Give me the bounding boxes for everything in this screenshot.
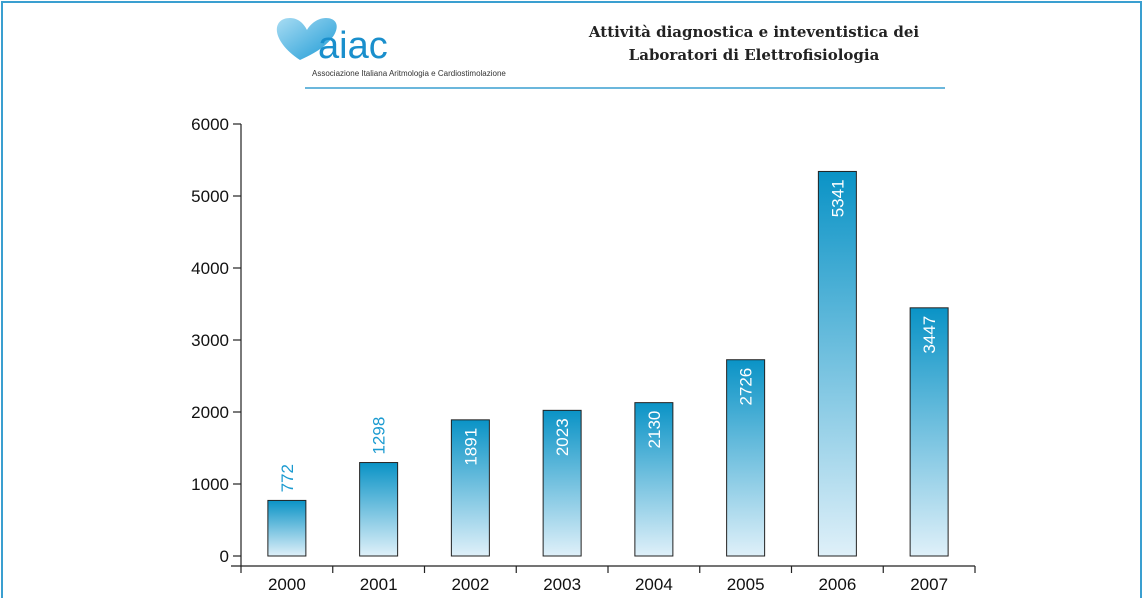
y-tick-label: 5000 [191, 187, 229, 206]
logo-heart [276, 18, 337, 60]
data-label: 1298 [370, 417, 389, 455]
y-tick-label: 0 [220, 547, 229, 566]
x-tick-label: 2005 [727, 575, 765, 594]
chart-title: Attività diagnostica e inteventistica de… [588, 23, 919, 41]
y-tick-label: 6000 [191, 115, 229, 134]
y-tick-label: 3000 [191, 331, 229, 350]
x-tick-label: 2000 [268, 575, 306, 594]
bar [267, 499, 307, 557]
x-tick-label: 2007 [910, 575, 948, 594]
data-label: 5341 [828, 179, 847, 217]
bar [726, 359, 766, 557]
y-tick-label: 4000 [191, 259, 229, 278]
y-tick-label: 1000 [191, 475, 229, 494]
y-tick-label: 2000 [191, 403, 229, 422]
data-label: 2726 [737, 368, 756, 406]
x-tick-label: 2006 [818, 575, 856, 594]
bar [909, 307, 949, 557]
data-label: 772 [278, 464, 297, 492]
data-label: 3447 [920, 316, 939, 354]
x-tick-label: 2004 [635, 575, 673, 594]
x-tick-label: 2001 [360, 575, 398, 594]
bar [359, 462, 399, 557]
bar [450, 419, 490, 557]
data-label: 2023 [553, 418, 572, 456]
data-label: 2130 [645, 411, 664, 449]
bar [634, 402, 674, 557]
bar [817, 170, 857, 557]
chart-title: Laboratori di Elettrofisiologia [629, 46, 880, 64]
logo-text: aiac [318, 25, 388, 67]
x-tick-label: 2003 [543, 575, 581, 594]
data-label: 1891 [461, 428, 480, 466]
x-tick-label: 2002 [451, 575, 489, 594]
bar [542, 409, 582, 557]
logo-subtitle: Associazione Italiana Aritmologia e Card… [312, 69, 506, 78]
